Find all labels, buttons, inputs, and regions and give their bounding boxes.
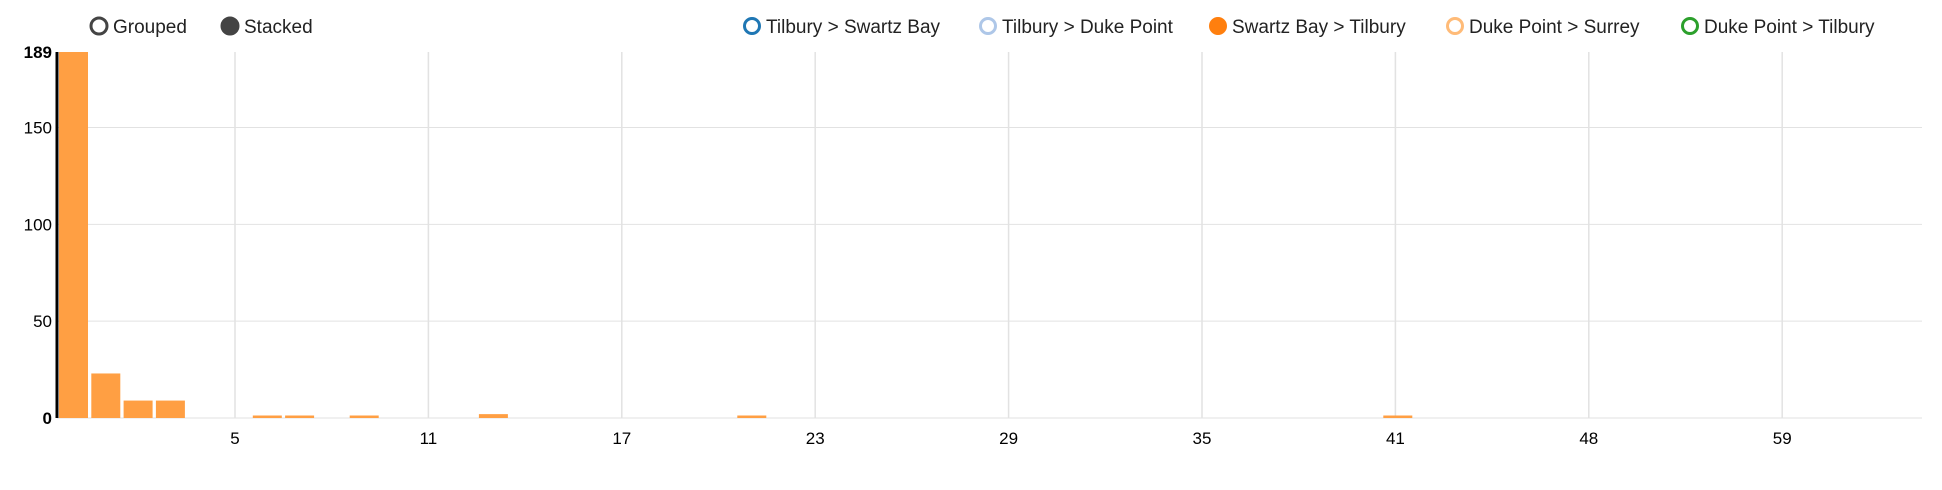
bar[interactable] [59, 52, 88, 418]
bars [59, 52, 1413, 419]
bar[interactable] [252, 415, 282, 419]
y-axis: 0 50 100 150 189 [24, 43, 59, 428]
chart-mode-controls: Grouped Stacked [89, 16, 313, 38]
gridlines [57, 52, 1922, 419]
y-max-label: 189 [24, 43, 52, 62]
radio-icon[interactable] [220, 16, 240, 36]
radio-icon[interactable] [89, 16, 109, 36]
bar[interactable] [91, 373, 121, 418]
legend-marker-icon[interactable] [1681, 17, 1699, 35]
x-tick-label: 11 [420, 429, 438, 448]
bar[interactable] [285, 415, 315, 419]
mode-grouped-control[interactable]: Grouped [89, 16, 187, 38]
legend-marker-icon[interactable] [1209, 17, 1227, 35]
x-tick-label: 35 [1193, 429, 1212, 448]
legend-label: Duke Point > Surrey [1469, 17, 1640, 38]
legend-item-tilbury-swartz-bay[interactable]: Tilbury > Swartz Bay [743, 17, 941, 38]
legend-item-tilbury-duke-point[interactable]: Tilbury > Duke Point [979, 17, 1174, 38]
legend-item-duke-point-tilbury[interactable]: Duke Point > Tilbury [1681, 17, 1876, 38]
bar[interactable] [478, 414, 508, 418]
bar[interactable] [349, 415, 379, 419]
bar[interactable] [1383, 415, 1413, 419]
x-tick-label: 41 [1386, 429, 1405, 448]
x-tick-label: 5 [230, 429, 239, 448]
legend-label: Tilbury > Duke Point [1002, 17, 1174, 38]
x-axis: 5 11 17 23 29 35 41 48 59 [230, 429, 1791, 448]
bar[interactable] [123, 400, 153, 418]
bar[interactable] [155, 400, 185, 418]
legend-marker-icon[interactable] [1446, 17, 1464, 35]
legend-marker-icon[interactable] [979, 17, 997, 35]
legend-item-swartz-bay-tilbury[interactable]: Swartz Bay > Tilbury [1209, 17, 1407, 38]
mode-label: Stacked [244, 17, 313, 38]
x-tick-label: 48 [1579, 429, 1598, 448]
x-tick-label: 59 [1773, 429, 1792, 448]
legend-label: Tilbury > Swartz Bay [766, 17, 941, 38]
mode-stacked-control[interactable]: Stacked [220, 16, 313, 38]
legend-marker-icon[interactable] [743, 17, 761, 35]
legend-label: Duke Point > Tilbury [1704, 17, 1875, 38]
legend-label: Swartz Bay > Tilbury [1232, 17, 1406, 38]
x-tick-label: 17 [612, 429, 631, 448]
y-tick-label: 150 [24, 119, 52, 138]
x-tick-label: 29 [999, 429, 1018, 448]
mode-label: Grouped [113, 17, 187, 38]
y-tick-label: 100 [24, 215, 52, 234]
legend-item-duke-point-surrey[interactable]: Duke Point > Surrey [1446, 17, 1641, 38]
legend: Tilbury > Swartz Bay Tilbury > Duke Point… [743, 17, 1876, 38]
y-tick-label: 0 [43, 409, 52, 428]
bar[interactable] [737, 415, 767, 419]
y-tick-label: 50 [33, 312, 52, 331]
x-tick-label: 23 [806, 429, 825, 448]
